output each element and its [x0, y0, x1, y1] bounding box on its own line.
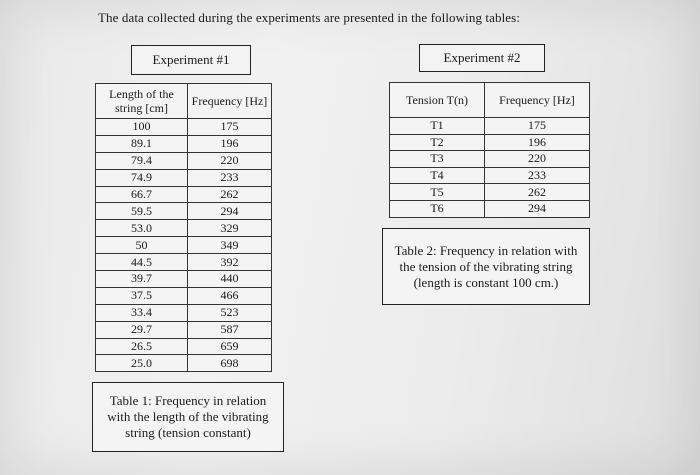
table-row: T3 220 — [389, 150, 590, 168]
table-row: 44.5 392 — [95, 253, 272, 272]
table-cell: 59.5 — [95, 202, 188, 221]
table-row: 39.7 440 — [95, 270, 272, 288]
table-cell: 392 — [187, 253, 272, 272]
table-cell: 74.9 — [95, 168, 188, 187]
table-1-caption: Table 1: Frequency in relation with the … — [92, 382, 284, 452]
table-cell: 196 — [484, 133, 590, 152]
table-cell: 262 — [484, 183, 590, 201]
table-cell: T4 — [389, 166, 485, 185]
table-cell: 79.4 — [95, 151, 188, 170]
table-cell: T2 — [389, 133, 485, 152]
table-cell: 659 — [187, 337, 272, 356]
table-row: 33.4 523 — [95, 303, 272, 322]
column-header-frequency: Frequency [Hz] — [484, 82, 590, 118]
table-row: 37.5 466 — [95, 286, 272, 305]
column-header-frequency: Frequency [Hz] — [187, 83, 272, 119]
table-row: 66.7 262 — [95, 185, 272, 204]
table-cell: 25.0 — [95, 354, 188, 373]
table-cell: 220 — [484, 150, 590, 168]
table-cell: 220 — [187, 151, 272, 170]
table-cell: 44.5 — [95, 253, 188, 272]
table-row: T4 233 — [389, 166, 590, 185]
table-cell: 26.5 — [95, 337, 188, 356]
table-cell: 37.5 — [95, 286, 188, 305]
table-cell: 233 — [187, 168, 272, 187]
experiment-2-label: Experiment #2 — [419, 44, 545, 72]
table-row: 29.7 587 — [95, 320, 272, 339]
table-cell: 294 — [484, 199, 590, 218]
table-cell: 53.0 — [95, 219, 188, 238]
table-cell: 698 — [187, 354, 272, 373]
table-cell: 196 — [187, 134, 272, 153]
table-row: 74.9 233 — [95, 168, 272, 187]
table-cell: 294 — [187, 202, 272, 221]
table-cell: 523 — [187, 303, 272, 322]
table-2-caption-text: Table 2: Frequency in relation with the … — [394, 242, 578, 290]
table-cell: 466 — [187, 286, 272, 305]
table-row: 79.4 220 — [95, 151, 272, 170]
table-cell: 29.7 — [95, 320, 188, 339]
table-row: 89.1 196 — [95, 134, 272, 153]
table-cell: 233 — [484, 166, 590, 185]
table-row: 100 175 — [95, 118, 272, 136]
table-row: T1 175 — [389, 117, 590, 135]
table-cell: T1 — [389, 117, 485, 135]
experiment-1-label: Experiment #1 — [131, 45, 251, 75]
column-header-length: Length of the string [cm] — [95, 83, 188, 119]
table-cell: T5 — [389, 183, 485, 201]
intro-text: The data collected during the experiment… — [98, 10, 521, 25]
table-cell: 175 — [484, 117, 590, 135]
table-header-row: Tension T(n) Frequency [Hz] — [389, 82, 590, 118]
table-cell: 50 — [95, 236, 188, 255]
table-row: 25.0 698 — [95, 354, 272, 373]
table-cell: 349 — [187, 236, 272, 255]
table-row: T5 262 — [389, 183, 590, 201]
table-cell: T6 — [389, 199, 485, 218]
table-cell: 89.1 — [95, 134, 188, 153]
table-cell: 100 — [95, 118, 188, 136]
table-cell: 262 — [187, 185, 272, 204]
table-row: T6 294 — [389, 199, 590, 218]
table-row: 53.0 329 — [95, 219, 272, 238]
table-2-caption: Table 2: Frequency in relation with the … — [382, 228, 590, 305]
table-cell: 66.7 — [95, 185, 188, 204]
column-header-tension: Tension T(n) — [389, 82, 485, 118]
table-header-row: Length of the string [cm] Frequency [Hz] — [95, 83, 272, 119]
table-cell: 329 — [187, 219, 272, 238]
table-cell: T3 — [389, 150, 485, 168]
table-1-caption-text: Table 1: Frequency in relation with the … — [107, 393, 269, 440]
table-row: 26.5 659 — [95, 337, 272, 356]
table-cell: 33.4 — [95, 303, 188, 322]
tension-frequency-table: Tension T(n) Frequency [Hz] T1 175 T2 196 T3… — [389, 82, 590, 218]
table-row: 59.5 294 — [95, 202, 272, 221]
length-frequency-table: Length of the string [cm] Frequency [Hz]… — [95, 83, 272, 373]
table-cell: 175 — [187, 118, 272, 136]
table-cell: 440 — [187, 270, 272, 288]
table-row: 50 349 — [95, 236, 272, 255]
table-row: T2 196 — [389, 133, 590, 152]
table-cell: 587 — [187, 320, 272, 339]
table-cell: 39.7 — [95, 270, 188, 288]
